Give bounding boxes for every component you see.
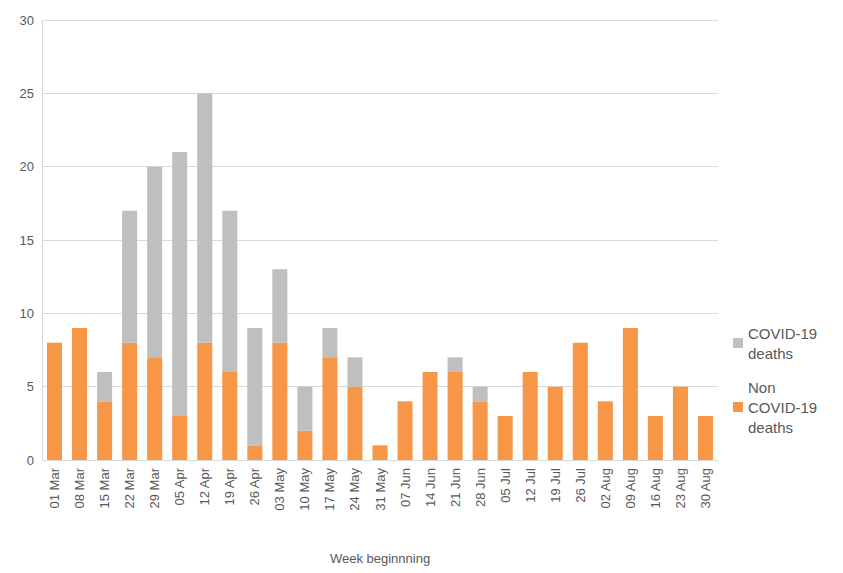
svg-text:21 Jun: 21 Jun	[448, 468, 463, 507]
svg-text:19 Jul: 19 Jul	[548, 468, 563, 503]
svg-text:02 Aug: 02 Aug	[598, 468, 613, 509]
svg-text:30: 30	[20, 13, 34, 28]
svg-text:15 Mar: 15 Mar	[97, 467, 112, 508]
svg-text:5: 5	[27, 379, 34, 394]
svg-text:08 Mar: 08 Mar	[72, 467, 87, 508]
svg-text:01 Mar: 01 Mar	[47, 467, 62, 508]
svg-text:20: 20	[20, 159, 34, 174]
svg-text:10 May: 10 May	[297, 468, 312, 511]
svg-text:25: 25	[20, 86, 34, 101]
svg-text:03 May: 03 May	[272, 468, 287, 511]
svg-text:31 May: 31 May	[373, 468, 388, 511]
svg-text:30 Aug: 30 Aug	[698, 468, 713, 509]
svg-text:26 Apr: 26 Apr	[247, 467, 262, 505]
svg-text:05 Apr: 05 Apr	[172, 467, 187, 505]
svg-text:26 Jul: 26 Jul	[573, 468, 588, 503]
svg-text:16 Aug: 16 Aug	[648, 468, 663, 509]
svg-text:12 Apr: 12 Apr	[197, 467, 212, 505]
svg-text:12 Jul: 12 Jul	[523, 468, 538, 503]
svg-text:10: 10	[20, 306, 34, 321]
svg-text:15: 15	[20, 233, 34, 248]
svg-text:05 Jul: 05 Jul	[498, 468, 513, 503]
svg-text:0: 0	[27, 453, 34, 468]
svg-text:Non: Non	[748, 379, 780, 396]
svg-text:COVID-19: COVID-19	[748, 325, 821, 342]
svg-text:17 May: 17 May	[322, 468, 337, 511]
svg-text:deaths: deaths	[748, 419, 793, 436]
svg-text:deaths: deaths	[748, 345, 793, 362]
svg-text:07 Jun: 07 Jun	[398, 468, 413, 507]
svg-text:COVID-19: COVID-19	[748, 399, 821, 416]
svg-text:28 Jun: 28 Jun	[473, 468, 488, 507]
svg-text:19 Apr: 19 Apr	[222, 467, 237, 505]
svg-text:Week beginnning: Week beginnning	[330, 551, 430, 566]
svg-text:23 Aug: 23 Aug	[673, 468, 688, 509]
svg-text:22 Mar: 22 Mar	[122, 467, 137, 508]
svg-text:24 May: 24 May	[347, 468, 362, 511]
svg-text:09 Aug: 09 Aug	[623, 468, 638, 509]
svg-text:29 Mar: 29 Mar	[147, 467, 162, 508]
svg-text:14 Jun: 14 Jun	[423, 468, 438, 507]
